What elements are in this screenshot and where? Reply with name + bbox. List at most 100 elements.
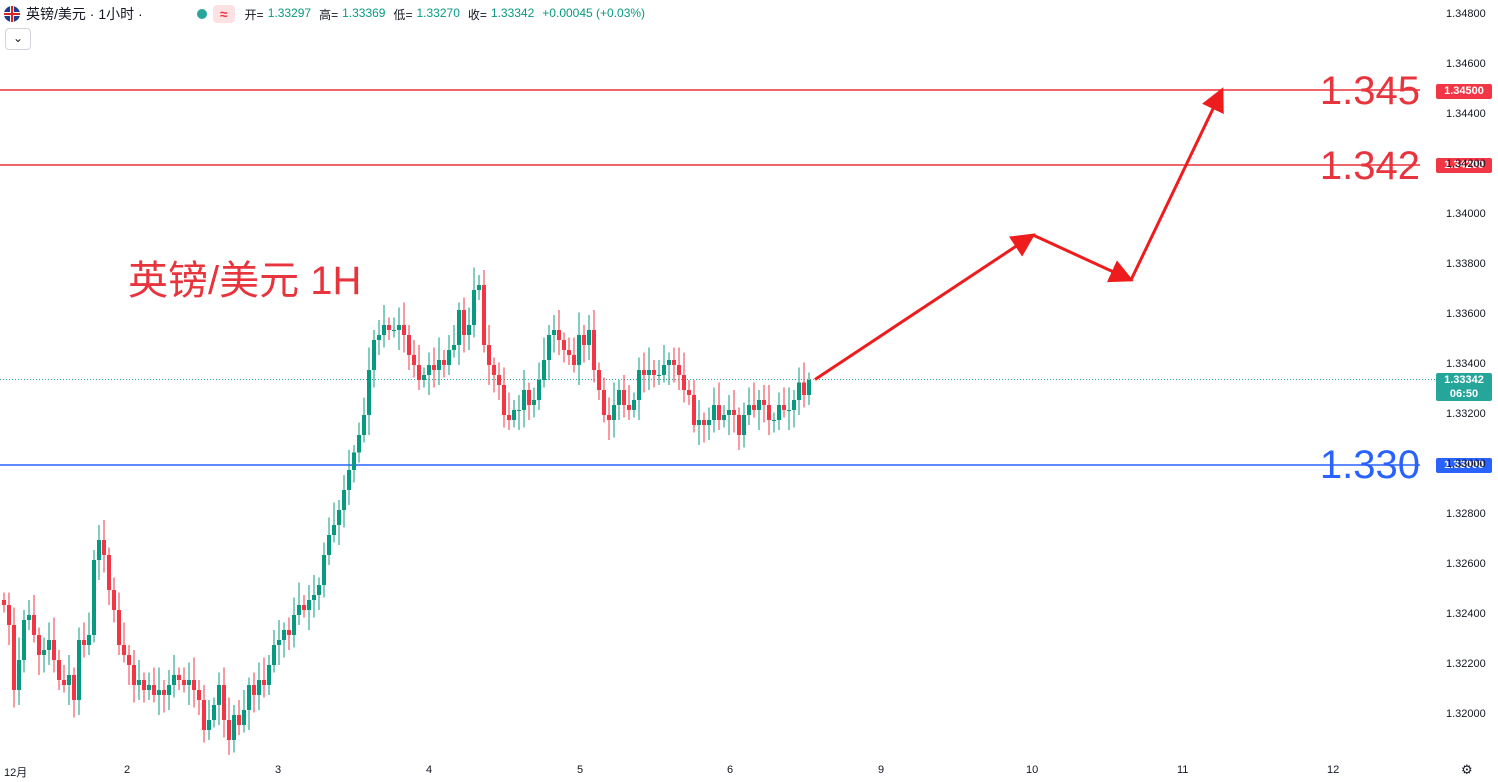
low-value: 1.33270 <box>416 5 460 20</box>
y-tick-label: 1.33600 <box>1446 308 1486 320</box>
candle-body <box>497 375 501 385</box>
candle <box>517 395 521 430</box>
candle <box>777 392 781 430</box>
candle <box>807 372 811 405</box>
candle <box>7 592 11 645</box>
candle <box>117 592 121 655</box>
candle <box>272 630 276 673</box>
open-label: 开= <box>244 7 264 22</box>
y-tick-label: 1.33200 <box>1446 408 1486 420</box>
candle-body <box>557 330 561 340</box>
candle <box>282 622 286 658</box>
candle-body <box>807 380 811 395</box>
candle-body <box>767 405 771 420</box>
candle-body <box>617 390 621 405</box>
candle <box>252 672 256 713</box>
candle <box>192 657 196 708</box>
candle <box>712 387 716 433</box>
candle <box>352 445 356 483</box>
candle-body <box>267 665 271 685</box>
candle-body <box>677 365 681 375</box>
candle <box>442 350 446 378</box>
candle-body <box>672 360 676 365</box>
candle <box>37 627 41 675</box>
candle <box>477 275 481 300</box>
candle <box>652 360 656 388</box>
candle <box>502 367 506 428</box>
candle <box>582 325 586 363</box>
y-tick-label: 1.32600 <box>1446 558 1486 570</box>
candle <box>182 667 186 693</box>
candle-body <box>87 635 91 645</box>
candle <box>797 367 801 415</box>
candle-body <box>372 340 376 370</box>
candle-body <box>532 400 536 405</box>
candle-body <box>317 585 321 595</box>
x-tick-label: 11 <box>1177 764 1189 776</box>
candle-body <box>202 700 206 730</box>
candle-body <box>567 350 571 355</box>
candle-body <box>517 410 521 411</box>
candle-body <box>452 345 456 350</box>
symbol-title[interactable]: 英镑/美元 · 1小时 · <box>26 6 143 22</box>
candle <box>572 337 576 373</box>
candle <box>107 547 111 605</box>
candle <box>682 352 686 403</box>
candle-body <box>462 310 466 335</box>
candle-body <box>717 405 721 420</box>
candle-body <box>362 415 366 435</box>
candle-body <box>2 600 6 605</box>
candle <box>702 412 706 443</box>
candle-body <box>427 365 431 375</box>
candle-body <box>307 600 311 610</box>
candle-body <box>512 410 516 420</box>
candle <box>752 382 756 418</box>
candle-body <box>177 675 181 680</box>
candle-body <box>242 710 246 725</box>
candle-body <box>347 470 351 490</box>
candle-body <box>27 615 31 620</box>
support-1-label: 1.330 <box>1319 443 1420 487</box>
candle <box>532 387 536 418</box>
candle-body <box>762 400 766 405</box>
candle-body <box>787 410 791 411</box>
candle-body <box>237 715 241 725</box>
candle-body <box>777 405 781 420</box>
candle-body <box>277 640 281 645</box>
candle-body <box>562 340 566 350</box>
candle <box>222 667 226 738</box>
candle <box>232 705 236 753</box>
candle-body <box>487 345 491 365</box>
candle <box>677 347 681 390</box>
candle <box>97 525 101 580</box>
settings-gear-icon[interactable]: ⚙ <box>1461 762 1473 777</box>
y-tick-label: 1.34400 <box>1446 108 1486 120</box>
wave-icon[interactable]: ≈ <box>212 5 235 23</box>
candle <box>277 620 281 665</box>
candle <box>602 377 606 423</box>
candle <box>722 405 726 428</box>
chevron-down-icon[interactable]: ⌄ <box>5 28 31 50</box>
candle <box>312 575 316 618</box>
candle <box>392 317 396 338</box>
candle-body <box>212 705 216 720</box>
candle <box>592 310 596 383</box>
candle-body <box>592 330 596 370</box>
candle <box>287 617 291 650</box>
candle <box>202 685 206 743</box>
candle-body <box>357 435 361 453</box>
candle <box>127 645 131 685</box>
ohlc-readout: 开= 1.33297 高= 1.33369 低= 1.33270 收= 1.33342 … <box>245 6 649 23</box>
candle-body <box>657 375 661 376</box>
candle-body <box>737 415 741 435</box>
candle-body <box>292 615 296 635</box>
candle <box>452 325 456 358</box>
candle-body <box>337 510 341 525</box>
candle-body <box>682 375 686 390</box>
candle-body <box>132 665 136 685</box>
candle-body <box>597 370 601 390</box>
market-open-icon <box>196 9 207 19</box>
candle-body <box>602 390 606 415</box>
candle <box>437 337 441 385</box>
